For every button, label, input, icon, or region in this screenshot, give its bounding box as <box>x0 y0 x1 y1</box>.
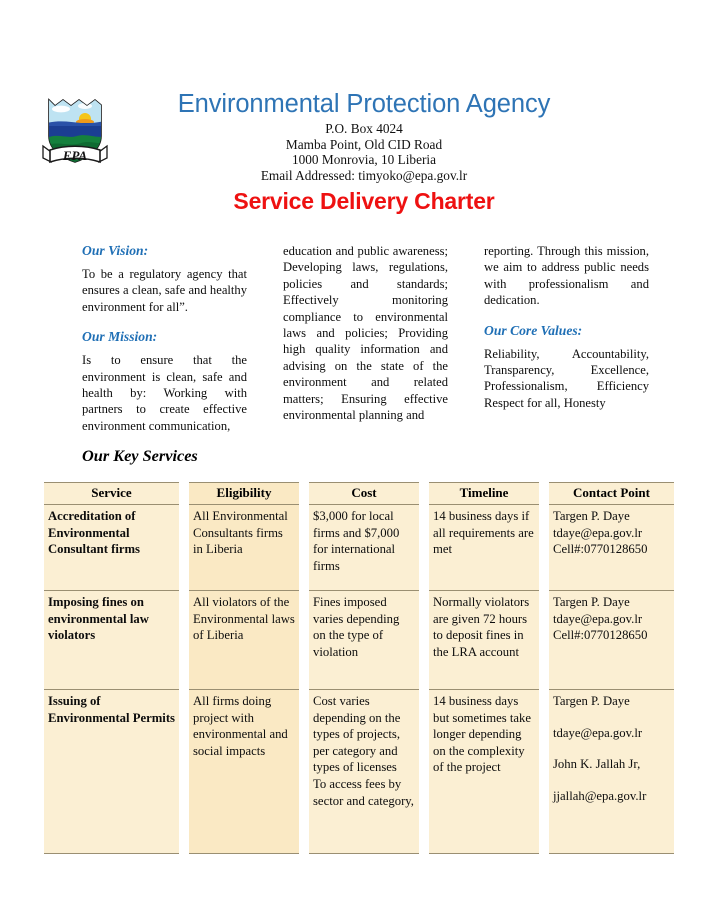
key-services-heading: Our Key Services <box>82 446 198 465</box>
cell-paragraph: tdaye@epa.gov.lr <box>553 725 643 740</box>
table-row: Targen P. Daye tdaye@epa.gov.lr Cell#:07… <box>549 505 674 591</box>
table-column-eligibility: Eligibility All Environmental Consultant… <box>189 482 299 854</box>
epa-shield-logo: EPA <box>37 92 129 174</box>
column-two: education and public awareness; Developi… <box>283 243 448 443</box>
vision-heading: Our Vision: <box>82 243 149 258</box>
charter-title: Service Delivery Charter <box>233 188 495 214</box>
vision-text: To be a regulatory agency that ensures a… <box>82 267 247 314</box>
address-email-line: Email Addressed: timyoko@epa.gov.lr <box>260 167 468 183</box>
core-values-heading: Our Core Values: <box>484 322 583 338</box>
table-row: Imposing fines on environmental law viol… <box>44 591 179 690</box>
table-row: Fines imposed varies depending on the ty… <box>309 591 419 690</box>
table-row: 14 business days if all requirements are… <box>429 505 539 591</box>
table-column-cost: Cost $3,000 for local firms and $7,000 f… <box>309 482 419 854</box>
table-row: Cost varies depending on the types of pr… <box>309 690 419 854</box>
cell-paragraph: Targen P. Daye tdaye@epa.gov.lr Cell#:07… <box>553 595 648 643</box>
table-row: $3,000 for local firms and $7,000 for in… <box>309 505 419 591</box>
address-block: P.O. Box 4024 Mamba Point, Old CID Road … <box>0 121 728 183</box>
cell-paragraph: jjallah@epa.gov.lr <box>553 788 647 803</box>
organization-title: Environmental Protection Agency <box>177 90 551 118</box>
column-three: reporting. Through this mission, we aim … <box>484 243 649 443</box>
table-column-contact-point: Contact Point Targen P. Daye tdaye@epa.g… <box>549 482 674 854</box>
column-header-timeline: Timeline <box>429 482 539 505</box>
table-row: Accreditation of Environmental Consultan… <box>44 505 179 591</box>
address-line-1: P.O. Box 4024 <box>325 121 403 136</box>
table-row: Issuing of Environmental Permits <box>44 690 179 854</box>
cell-paragraph: To access fees by sector and category, <box>313 776 414 808</box>
cell-paragraph: John K. Jallah Jr, <box>553 757 641 772</box>
intro-columns: Our Vision: To be a regulatory agency th… <box>82 243 649 443</box>
table-row: All violators of the Environmental laws … <box>189 591 299 690</box>
cell-paragraph: $3,000 for local firms and $7,000 for in… <box>313 509 400 573</box>
address-line-2: Mamba Point, Old CID Road <box>285 136 443 152</box>
table-row: Targen P. Daye tdaye@epa.gov.lr Cell#:07… <box>549 591 674 690</box>
table-row: All firms doing project with environment… <box>189 690 299 854</box>
table-column-timeline: Timeline 14 business days if all require… <box>429 482 539 854</box>
cell-paragraph: Targen P. Daye <box>553 694 630 708</box>
cell-paragraph: Targen P. Daye tdaye@epa.gov.lr Cell#:07… <box>553 509 648 557</box>
document-header: EPA Environmental Protection Agency P.O.… <box>0 0 728 228</box>
services-table: Service Accreditation of Environmental C… <box>44 482 684 854</box>
table-row: All Environmental Consultants firms in L… <box>189 505 299 591</box>
mission-text-part-1: Is to ensure that the environment is cle… <box>82 353 247 433</box>
table-row: 14 business days but sometimes take long… <box>429 690 539 854</box>
core-values-text: Reliability, Accountability, Transparenc… <box>484 346 649 410</box>
table-row: Normally violators are given 72 hours to… <box>429 591 539 690</box>
column-header-cost: Cost <box>309 482 419 505</box>
mission-heading: Our Mission: <box>82 329 158 345</box>
logo-epa-text: EPA <box>62 148 88 163</box>
cell-paragraph: Cost varies depending on the types of pr… <box>313 694 401 775</box>
column-header-eligibility: Eligibility <box>189 482 299 505</box>
table-row: Targen P. Daye tdaye@epa.gov.lr John K. … <box>549 690 674 854</box>
column-header-service: Service <box>44 482 179 505</box>
cell-paragraph: Fines imposed varies depending on the ty… <box>313 595 400 659</box>
mission-text-part-3: reporting. Through this mission, we aim … <box>484 244 649 308</box>
table-column-service: Service Accreditation of Environmental C… <box>44 482 179 854</box>
column-one: Our Vision: To be a regulatory agency th… <box>82 243 247 443</box>
column-header-contact-point: Contact Point <box>549 482 674 505</box>
mission-text-part-2: education and public awareness; Developi… <box>283 244 448 423</box>
address-line-3: 1000 Monrovia, 10 Liberia <box>291 152 437 168</box>
